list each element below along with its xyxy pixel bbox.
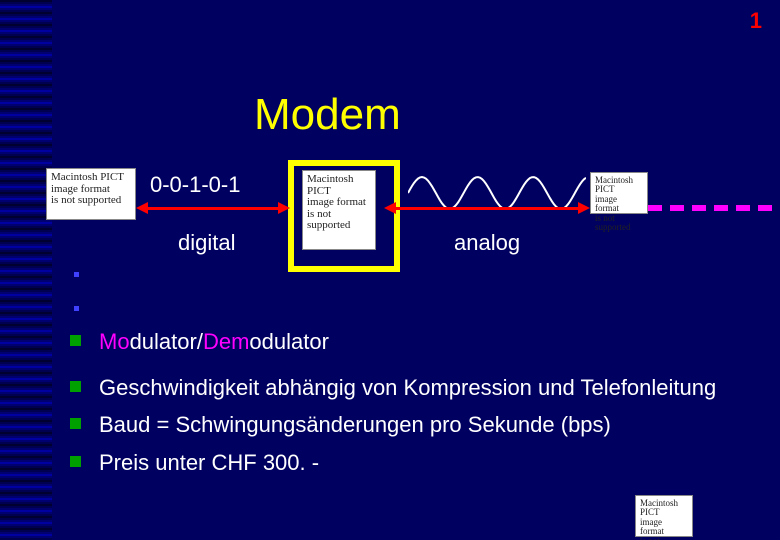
pict-placeholder: Macintosh PICTimage formatis not support… [46,168,136,220]
digital-label: digital [178,230,235,256]
small-bullet-dot [74,272,79,277]
dashed-line-segment [736,205,750,211]
digital-arrow [144,207,282,210]
left-stripe [0,0,52,540]
bullet-marker [70,418,81,429]
bullet-text: Baud = Schwingungsänderungen pro Sekunde… [99,411,730,439]
pict-placeholder: Macintosh PICTimage formatis not support… [635,495,693,537]
bullet-list: Modulator/Demodulator Geschwindigkeit abh… [70,328,730,486]
page-title: Modem [254,90,401,140]
analog-label: analog [454,230,520,256]
digital-arrow-head-left [136,202,148,214]
dashed-line-segment [758,205,772,211]
bullet-marker [70,381,81,392]
bullet-text: Preis unter CHF 300. - [99,449,730,477]
small-bullet-dot [74,306,79,311]
bullet-text: Geschwindigkeit abhängig von Kompression… [99,374,730,402]
dashed-line-segment [670,205,684,211]
slide: 1 Modem 0-0-1-0-1 digital analog Modulat… [0,0,780,540]
dashed-line-segment [714,205,728,211]
dashed-line-segment [692,205,706,211]
list-item: Modulator/Demodulator [70,328,730,356]
pict-placeholder: Macintosh PICTimage formatis not support… [590,172,648,214]
list-item: Preis unter CHF 300. - [70,449,730,477]
digital-arrow-head-right [278,202,290,214]
list-item: Baud = Schwingungsänderungen pro Sekunde… [70,411,730,439]
bit-pattern-label: 0-0-1-0-1 [150,172,240,198]
bullet-marker [70,456,81,467]
bullet-marker [70,335,81,346]
bullet-text: Modulator/Demodulator [99,328,730,356]
page-number: 1 [750,8,762,34]
dashed-line-segment [648,205,662,211]
pict-placeholder: Macintosh PICTimage formatis not support… [302,170,376,250]
list-item: Geschwindigkeit abhängig von Kompression… [70,374,730,402]
analog-arrow-head-right [578,202,590,214]
analog-arrow [392,207,582,210]
analog-arrow-head-left [384,202,396,214]
